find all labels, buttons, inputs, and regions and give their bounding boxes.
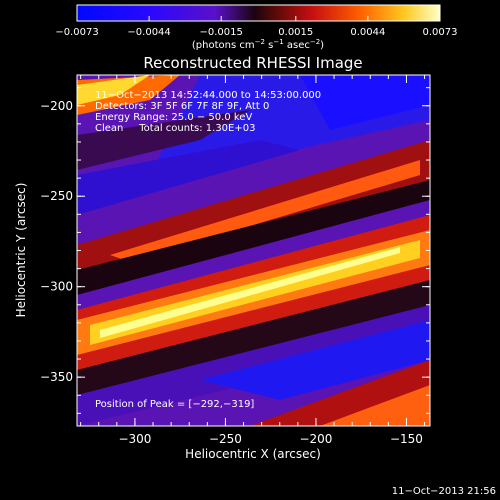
heatmap-image [77, 75, 430, 426]
y-tick-label: −300 [40, 280, 73, 294]
annotation-detectors: Detectors: 3F 5F 6F 7F 8F 9F, Att 0 [95, 101, 269, 112]
y-tick-label: −250 [40, 189, 73, 203]
axis-tick-labels: −300 −250 −200 −150 −200 −250 −300 −350 [40, 99, 423, 446]
colorbar-tick-label: 0.0015 [278, 27, 313, 38]
colorbar-unit-label: (photons cm−2 s−1 asec−2) [192, 38, 324, 51]
colorbar-tick-label: −0.0015 [200, 27, 243, 38]
y-tick-label: −200 [40, 99, 73, 113]
chart-title: Reconstructed RHESSI Image [143, 54, 362, 72]
y-axis-label: Heliocentric Y (arcsec) [14, 183, 28, 318]
y-tick-label: −350 [40, 370, 73, 384]
colorbar-tick-label: −0.0073 [55, 27, 98, 38]
x-tick-label: −150 [390, 432, 423, 446]
x-tick-label: −200 [299, 432, 332, 446]
x-tick-label: −250 [209, 432, 242, 446]
colorbar-tick-label: 0.0044 [350, 27, 385, 38]
x-tick-label: −300 [118, 432, 151, 446]
annotation-total-counts: Clean Total counts: 1.30E+03 [95, 123, 255, 134]
timestamp: 11−Oct−2013 21:56 [392, 486, 496, 497]
annotation-peak-position: Position of Peak = [−292,−319] [95, 399, 254, 410]
colorbar-tick-label: 0.0073 [423, 27, 458, 38]
colorbar-tick-label: −0.0044 [127, 27, 170, 38]
colorbar-ticks: −0.0073 −0.0044 −0.0015 0.0015 0.0044 0.0073 [55, 16, 458, 38]
annotation-time-range: 11−Oct−2013 14:52:44.000 to 14:53:00.000 [95, 90, 321, 101]
axis-ticks [77, 75, 430, 426]
x-axis-label: Heliocentric X (arcsec) [185, 447, 321, 461]
colorbar [76, 4, 441, 22]
annotation-energy-range: Energy Range: 25.0 − 50.0 keV [95, 112, 252, 123]
